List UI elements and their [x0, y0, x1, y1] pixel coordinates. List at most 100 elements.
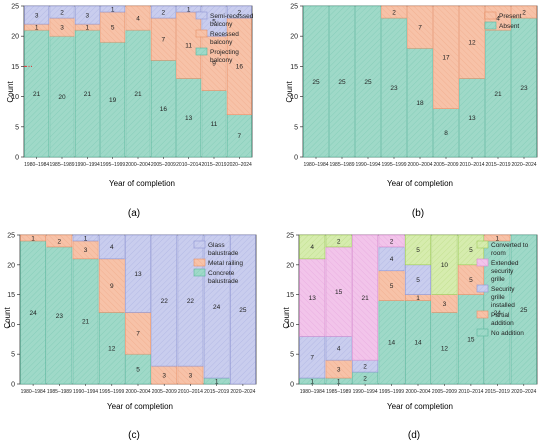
bar-hatch [299, 378, 325, 384]
bar-hatch [24, 24, 49, 31]
y-axis-title: Count [6, 81, 15, 103]
bar-hatch [125, 312, 151, 355]
data-label: 2 [363, 363, 367, 370]
y-tick-label: 10 [7, 322, 15, 329]
bar-hatch [299, 336, 325, 379]
bar-hatch [299, 235, 325, 259]
legend-entry-present: Present [484, 11, 522, 20]
data-label: 15 [467, 337, 475, 344]
bar-hatch [176, 12, 201, 79]
legend-swatch-hatch [194, 259, 205, 266]
data-label: 15 [335, 289, 343, 296]
data-label: 21 [494, 91, 502, 98]
x-axis-title: Year of completion [109, 179, 175, 188]
y-axis-title: Count [285, 81, 294, 103]
data-label: 16 [236, 64, 244, 71]
data-label: 23 [56, 313, 64, 320]
bar-hatch [227, 114, 252, 157]
x-tick-label: 1985–1989 [47, 389, 72, 395]
data-label: 21 [134, 91, 142, 98]
legend-label: No addition [491, 330, 524, 337]
chart-panel-c: 05101520252411980–19842321985–1989213119… [3, 233, 257, 441]
bar-hatch [125, 235, 151, 313]
data-label: 23 [520, 85, 528, 92]
bar-hatch [511, 6, 537, 19]
data-label: 1 [310, 378, 314, 385]
data-label: 4 [337, 346, 341, 353]
x-tick-label: 1995–1999 [99, 389, 124, 395]
data-label: 3 [443, 301, 447, 308]
y-tick-label: 5 [294, 124, 298, 131]
y-tick-label: 25 [290, 4, 298, 11]
bar-hatch [46, 235, 72, 247]
x-tick-label: 1995–1999 [379, 389, 404, 395]
legend-label: Semi-recessed [210, 13, 254, 20]
bar-hatch [431, 312, 458, 384]
legend-label: Extended [491, 260, 519, 267]
legend-label: balcony [210, 39, 233, 46]
bar-hatch [405, 294, 431, 301]
y-tick-label: 0 [15, 155, 19, 162]
data-label: 2 [60, 9, 64, 16]
y-axis-title: Count [282, 307, 291, 329]
bar-hatch [151, 366, 177, 384]
bar-hatch [24, 30, 49, 157]
data-label: 7 [310, 354, 314, 361]
y-tick-label: 0 [11, 382, 15, 389]
data-label: 21 [82, 319, 90, 326]
data-label: 3 [337, 366, 341, 373]
bar-hatch [204, 378, 230, 384]
data-label: 4 [390, 256, 394, 263]
y-tick-label: 25 [286, 233, 294, 240]
bar-hatch [227, 6, 252, 19]
data-label: 1 [187, 6, 191, 13]
legend-label: Projecting [210, 49, 239, 56]
bar-hatch [20, 235, 46, 241]
data-label: 25 [338, 79, 346, 86]
bar-hatch [176, 6, 201, 13]
legend-label: Converted to [491, 242, 529, 249]
data-label: 4 [496, 15, 500, 22]
legend-swatch-hatch [477, 285, 488, 292]
data-label: 9 [212, 61, 216, 68]
bar-hatch [433, 6, 459, 109]
x-tick-label: 2015–2019 [204, 389, 229, 395]
data-label: 25 [364, 79, 372, 86]
data-label: 13 [134, 271, 142, 278]
y-tick-label: 15 [286, 292, 294, 299]
data-label: 25 [520, 307, 528, 314]
data-label: 2 [337, 238, 341, 245]
bar-hatch [378, 270, 405, 301]
x-tick-label: 1990–1994 [75, 162, 100, 168]
data-label: 3 [35, 12, 39, 19]
bar-hatch [72, 240, 99, 259]
data-label: 16 [160, 106, 168, 113]
data-label: 5 [469, 277, 473, 284]
y-tick-label: 10 [11, 94, 19, 101]
bar-hatch [355, 6, 381, 157]
plot-area: 05101520252411980–19842321985–1989213119… [7, 233, 257, 395]
data-label: 1 [111, 6, 115, 13]
bar-hatch [299, 258, 325, 337]
bar-hatch [352, 372, 378, 384]
bar-hatch [204, 235, 230, 379]
y-tick-label: 5 [290, 352, 294, 359]
data-label: 1 [86, 24, 90, 31]
y-tick-label: 5 [11, 352, 15, 359]
data-label: 2 [162, 9, 166, 16]
x-tick-label: 2020–2024 [230, 389, 255, 395]
data-label: 7 [238, 133, 242, 140]
legend-label: grille [491, 276, 505, 283]
bar-hatch [378, 300, 405, 384]
data-label: 5 [136, 366, 140, 373]
bar-hatch [177, 235, 204, 367]
data-label: 5 [111, 24, 115, 31]
data-label: 4 [136, 15, 140, 22]
x-tick-label: 2010–2014 [178, 389, 203, 395]
bar-hatch [99, 258, 125, 313]
bar-hatch [75, 30, 100, 157]
bar-hatch [151, 60, 176, 157]
